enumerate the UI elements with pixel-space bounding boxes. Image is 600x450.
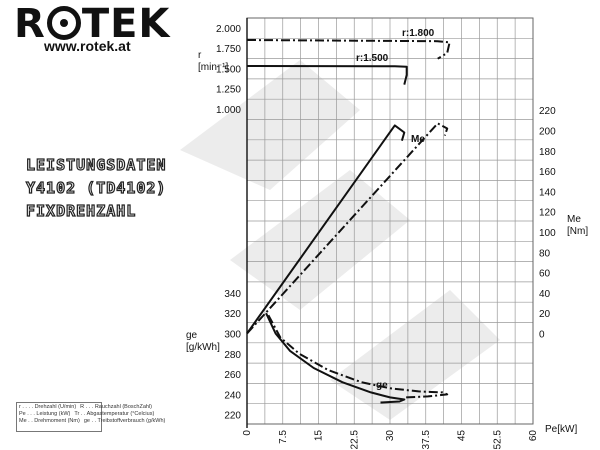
me-tick-label: 0 — [539, 330, 545, 341]
title-line-2: Y4102 (TD4102) — [25, 178, 167, 197]
me-tick-label: 100 — [539, 228, 556, 239]
title-line-3: FIXDREHZAHL — [25, 201, 137, 220]
me-axis-label: [Nm] — [567, 226, 588, 237]
me-tick-label: 220 — [539, 106, 556, 117]
ge-tick-label: 220 — [224, 411, 241, 422]
datasheet-title: LEISTUNGSDATEN Y4102 (TD4102) FIXDREHZAH… — [25, 154, 167, 223]
me-tick-label: 20 — [539, 309, 551, 320]
me-tick-label: 140 — [539, 187, 556, 198]
rpm-tick-label: 1.750 — [216, 44, 241, 55]
rpm-tick-label: 1.000 — [216, 105, 241, 116]
me-tick-label: 160 — [539, 167, 556, 178]
curve-label-r1800: r:1.800 — [402, 28, 435, 39]
x-tick-label: 52.5 — [492, 430, 503, 450]
ge-axis-label: [g/kWh] — [186, 342, 220, 353]
axis-ticks: 0 7.5 15 22.5 30 37.5 45 52.5 60 2.000 1.750 1.500 1… — [216, 24, 556, 450]
me-curve-1500 — [246, 124, 406, 335]
x-tick-label: 30 — [385, 430, 396, 442]
rotek-logo: R TEK — [14, 2, 170, 46]
rpm-tick-label: 1.500 — [216, 64, 241, 75]
me-tick-label: 200 — [539, 127, 556, 138]
legend-entry: Pe . . . Leistung (kW) — [19, 410, 71, 417]
ge-tick-label: 260 — [224, 370, 241, 381]
website-url[interactable]: www.rotek.at — [44, 38, 131, 54]
logo-letters-tek: TEK — [81, 1, 171, 47]
legend-row: r . . . . Drehzahl (U/min) R . . . Rauch… — [19, 404, 152, 411]
x-tick-label: 37.5 — [421, 430, 432, 450]
me-tick-label: 120 — [539, 208, 556, 219]
x-tick-label: 15 — [314, 430, 325, 442]
me-axis-label: Me — [567, 214, 581, 225]
ge-tick-label: 340 — [224, 289, 241, 300]
me-tick-label: 60 — [539, 269, 551, 280]
curves — [246, 39, 451, 404]
legend-entry: ge . . Treibstoffverbrauch (g/kWh) — [83, 417, 166, 424]
r-curve-1800 — [246, 39, 451, 60]
legend-entry: Me . . Drehmoment (Nm) — [19, 417, 80, 424]
legend-entry: r . . . . Drehzahl (U/min) — [19, 404, 77, 410]
ge-tick-label: 320 — [224, 309, 241, 320]
curve-label-ge: ge — [376, 380, 388, 391]
chart-labels: Pe[kW]r[min⁻¹]ge[g/kWh]Me[Nm]r:1.800r:1.… — [186, 28, 588, 435]
legend-entry: R . . . Rauchzahl (BoschZahl) — [80, 404, 152, 410]
r-curve-1500 — [246, 65, 408, 85]
x-tick-label: 60 — [528, 430, 539, 442]
me-curve-1800 — [246, 122, 449, 335]
ge-curve-1500 — [265, 312, 406, 404]
abbreviation-legend: r . . . . Drehzahl (U/min) R . . . Rauch… — [16, 402, 165, 432]
ge-axis-label: ge — [186, 330, 198, 341]
x-tick-label: 45 — [457, 430, 468, 442]
me-tick-label: 40 — [539, 289, 551, 300]
curve-label-me: Me — [411, 134, 425, 145]
title-line-1: LEISTUNGSDATEN — [25, 155, 167, 174]
x-tick-label: 0 — [242, 430, 253, 436]
rpm-tick-label: 1.250 — [216, 85, 241, 96]
me-tick-label: 80 — [539, 248, 551, 259]
rpm-axis-label: [min⁻¹] — [198, 62, 229, 73]
ge-tick-label: 280 — [224, 350, 241, 361]
logo-letter-r: R — [14, 1, 46, 47]
ge-tick-label: 300 — [224, 330, 241, 341]
curve-label-r1500: r:1.500 — [356, 53, 389, 64]
legend-entry: Tr . . Abgastemperatur (°Celcius) — [74, 410, 155, 417]
me-tick-label: 180 — [539, 147, 556, 158]
legend-row: Pe . . . Leistung (kW) Tr . . Abgastempe… — [19, 410, 154, 418]
ge-tick-label: 240 — [224, 390, 241, 401]
ge-curve-1800 — [267, 314, 449, 399]
rpm-tick-label: 2.000 — [216, 24, 241, 35]
legend-row: Me . . Drehmoment (Nm) ge . . Treibstoff… — [19, 417, 165, 425]
rpm-axis-label: r — [198, 50, 202, 61]
x-tick-label: 22.5 — [349, 430, 360, 450]
x-tick-label: 7.5 — [278, 430, 289, 444]
grid-lines — [246, 17, 534, 428]
gear-logo-icon — [46, 6, 81, 40]
x-axis-label: Pe[kW] — [545, 424, 577, 435]
